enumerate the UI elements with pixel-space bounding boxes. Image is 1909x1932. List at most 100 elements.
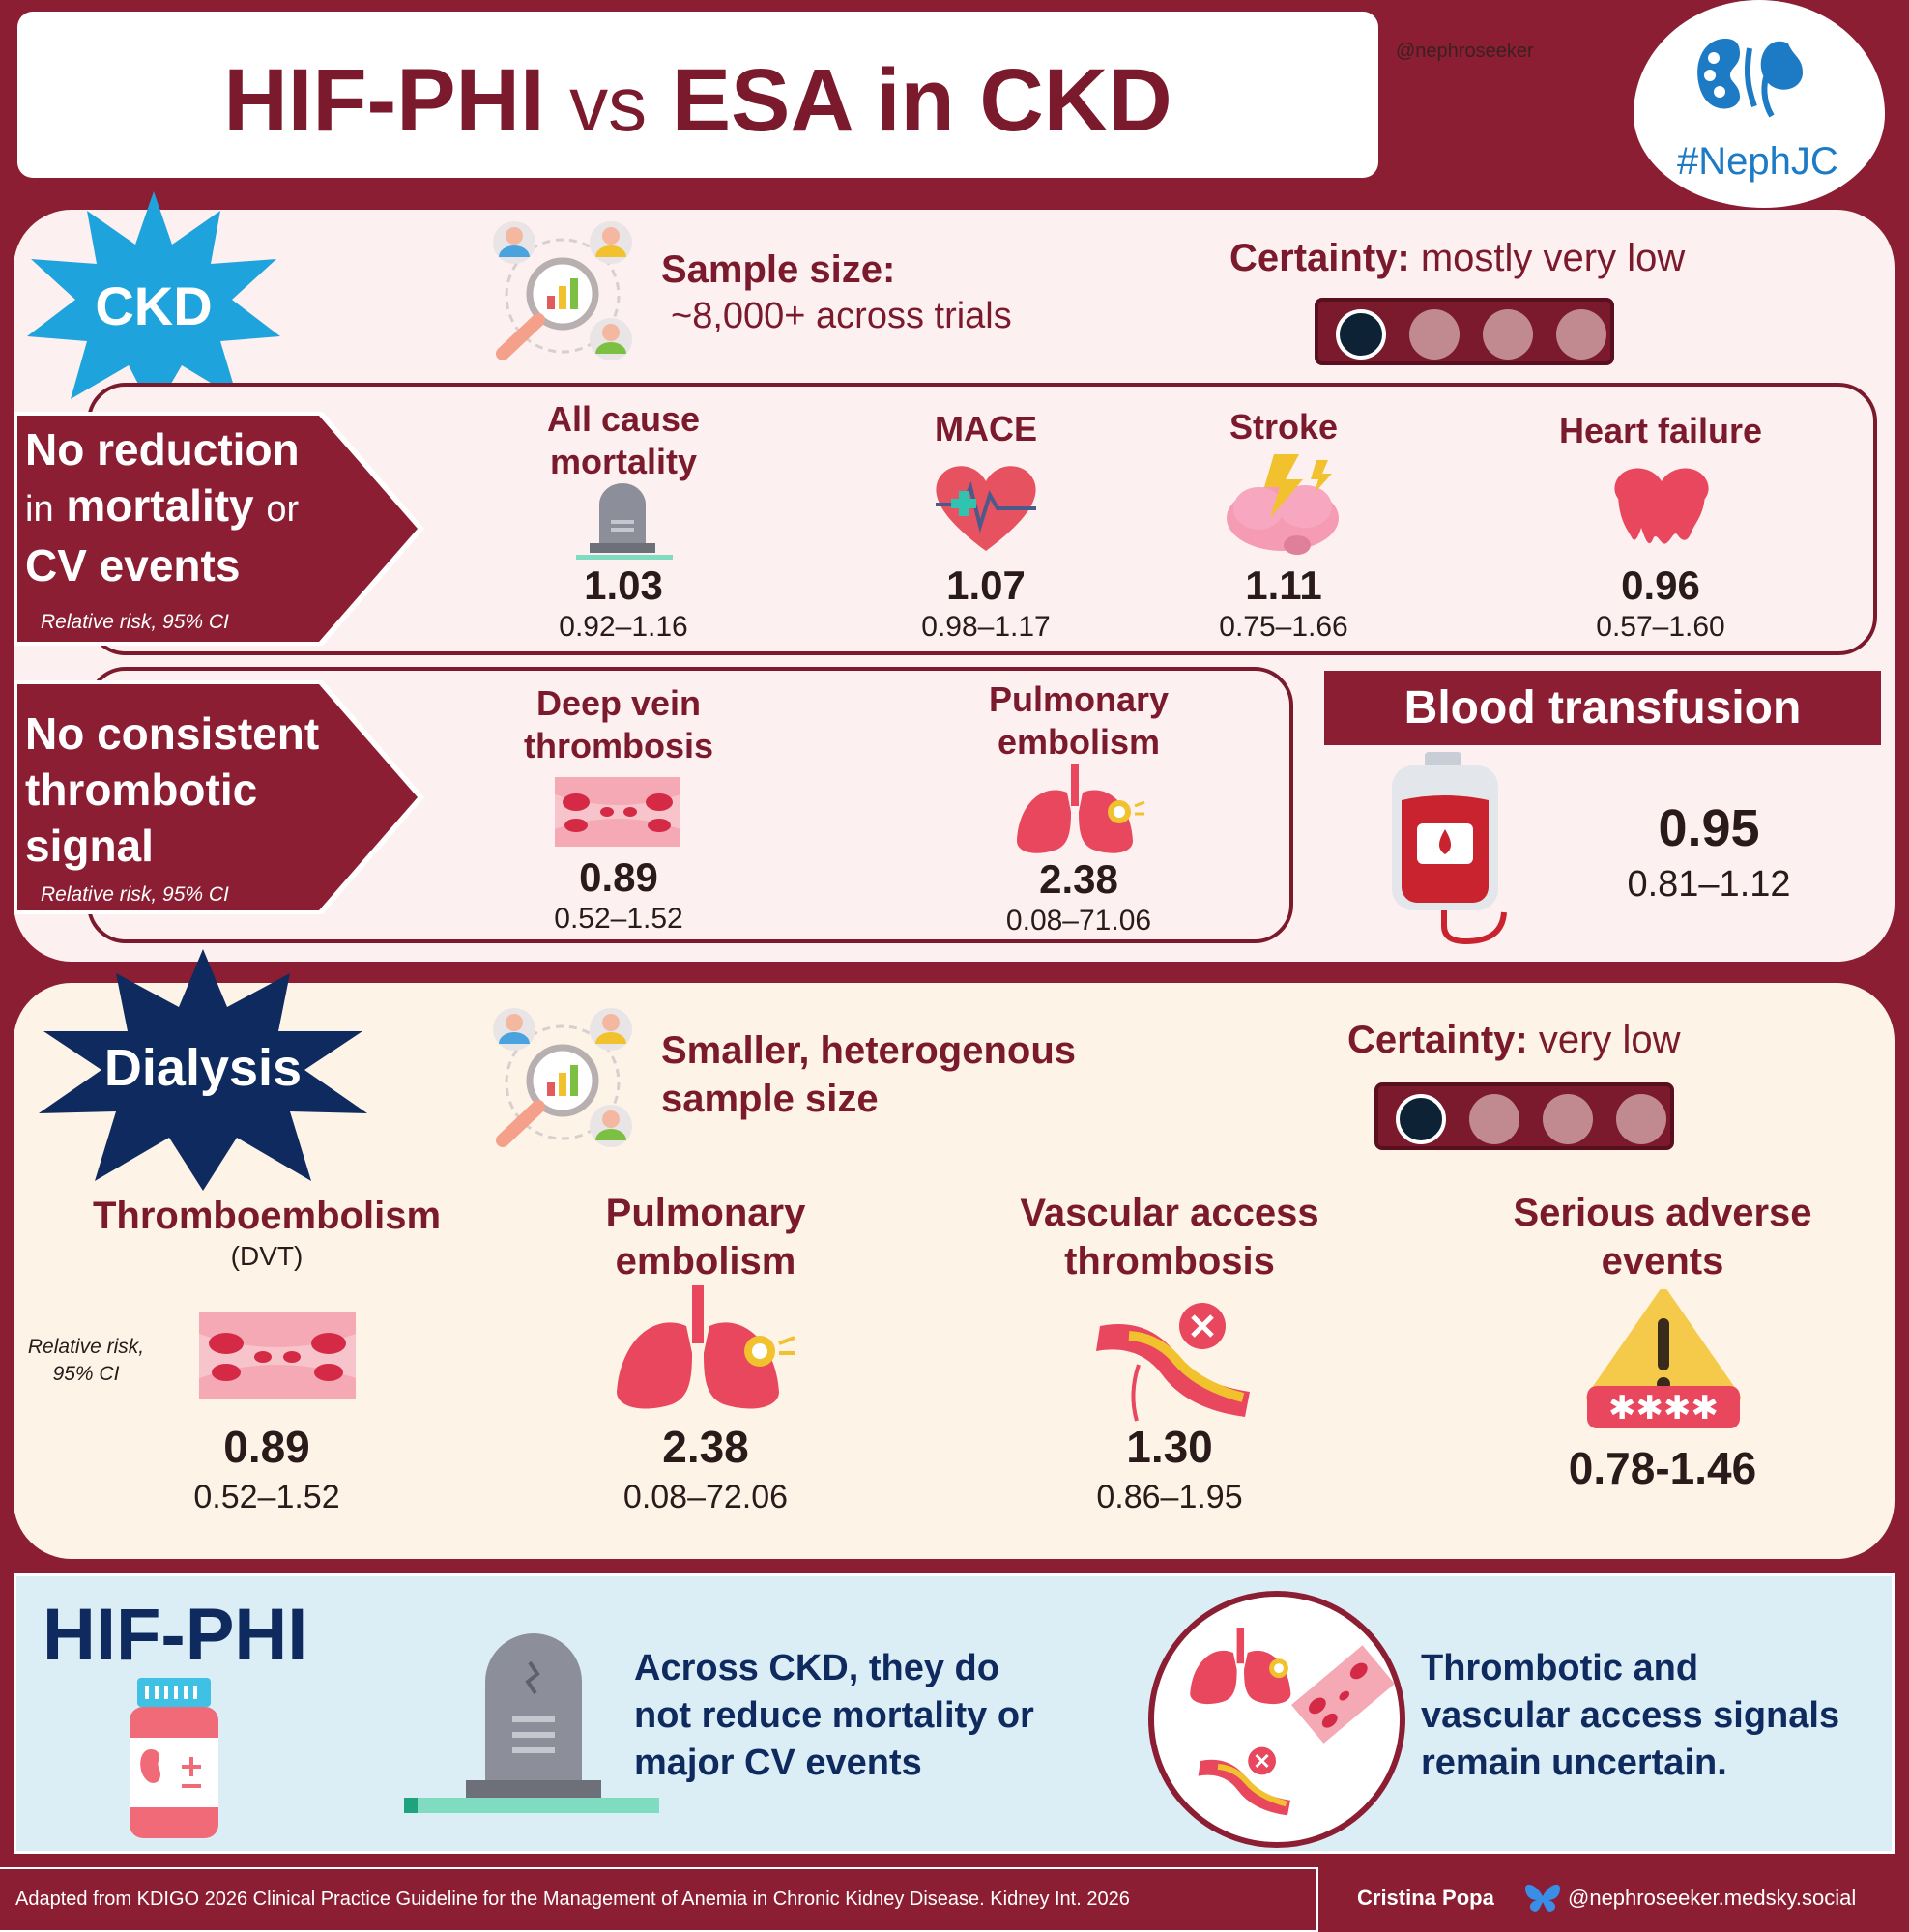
metric-dialysis-pe-title: Pulmonary embolism	[605, 1192, 806, 1283]
summary-text-mortality: Across CKD, they do not reduce mortality…	[634, 1645, 1034, 1787]
metric-all-cause-mortality-value: 1.03	[584, 562, 663, 608]
lungs-icon	[1017, 764, 1145, 853]
ckd-sample-label: Sample size:	[661, 248, 896, 291]
thrombotic-label-line3: signal	[25, 821, 154, 871]
metric-sae-title: Serious adverse events	[1513, 1192, 1812, 1283]
metric-stroke-value: 1.11	[1245, 562, 1322, 608]
vein-clot-icon	[199, 1312, 356, 1399]
logo-text: #NephJC	[1677, 140, 1838, 183]
metric-mace-title: MACE	[935, 409, 1037, 448]
dialysis-certainty-bar	[1374, 1082, 1674, 1150]
metric-sae-ci: 0.78-1.46	[1568, 1443, 1757, 1493]
dialysis-badge: Dialysis	[39, 949, 367, 1191]
metric-vascular-access-title: Vascular access thrombosis	[1020, 1192, 1319, 1283]
handle-top: @nephroseeker	[1396, 41, 1534, 62]
blocked-vessel-icon	[1096, 1303, 1250, 1422]
blood-transfusion-ci: 0.81–1.12	[1627, 864, 1791, 905]
vein-clot-icon	[555, 777, 680, 847]
metric-pe-title: Pulmonary embolism	[988, 679, 1170, 762]
research-people-icon	[493, 1008, 632, 1147]
thrombosis-circle-icon	[1148, 1591, 1405, 1848]
ckd-sample-value: ~8,000+ across trials	[671, 296, 1012, 336]
metric-stroke-ci: 0.75–1.66	[1219, 611, 1348, 643]
summary-title: HIF-PHI	[43, 1594, 308, 1676]
tombstone-icon	[404, 1633, 659, 1813]
ckd-certainty: Certainty: mostly very low	[1229, 237, 1685, 280]
thrombotic-arrow-label	[14, 680, 424, 914]
ckd-certainty-value: mostly very low	[1420, 237, 1686, 279]
footer-social: @nephroseeker.medsky.social	[1568, 1886, 1857, 1910]
metric-vascular-access-ci: 0.86–1.95	[1096, 1479, 1243, 1515]
metric-heart-failure-title: Heart failure	[1558, 411, 1763, 450]
metric-thromboembolism-ci: 0.52–1.52	[193, 1479, 340, 1515]
svg-text:✱✱✱✱: ✱✱✱✱	[1608, 1389, 1719, 1427]
dialysis-badge-label: Dialysis	[103, 1039, 303, 1097]
blood-bag-icon	[1392, 752, 1507, 945]
kidney-logo-icon	[1697, 39, 1803, 118]
lungs-icon	[617, 1285, 795, 1409]
title-part2: ESA in CKD	[671, 51, 1172, 150]
metric-mace-ci: 0.98–1.17	[921, 611, 1051, 643]
metric-dvt-ci: 0.52–1.52	[554, 903, 683, 935]
certainty-dot	[1336, 309, 1386, 360]
thrombotic-label-line1: No consistent	[25, 708, 320, 759]
bluesky-butterfly-icon	[1525, 1884, 1560, 1912]
cv-label-or: or	[266, 489, 300, 530]
ckd-badge: CKD	[27, 191, 280, 414]
thrombotic-label: No consistent thrombotic signal	[25, 706, 319, 874]
starburst-icon	[27, 191, 280, 414]
cv-label-in: in	[25, 489, 54, 530]
certainty-dot	[1616, 1094, 1666, 1144]
ckd-badge-label: CKD	[95, 275, 213, 336]
cv-label-mortality: mortality	[66, 480, 254, 531]
certainty-dot	[1543, 1094, 1593, 1144]
metric-heart-failure-ci: 0.57–1.60	[1596, 611, 1725, 643]
dialysis-sample-line2: sample size	[661, 1078, 879, 1120]
cv-arrow-label	[14, 412, 424, 646]
dialysis-sample-line1: Smaller, heterogenous	[661, 1029, 1077, 1072]
dialysis-certainty: Certainty: very low	[1347, 1019, 1681, 1062]
certainty-dot	[1469, 1094, 1519, 1144]
page-title: HIF-PHI vs ESA in CKD	[17, 50, 1378, 152]
metric-all-cause-mortality-title: All cause mortality	[546, 399, 701, 481]
melting-heart-icon	[1614, 468, 1709, 544]
brain-lightning-icon	[1227, 454, 1339, 555]
footer-reference: Adapted from KDIGO 2026 Clinical Practic…	[15, 1889, 1130, 1910]
thrombotic-rr-note: Relative risk, 95% CI	[41, 883, 229, 906]
dialysis-rr-note-line2: 95% CI	[52, 1363, 120, 1385]
footer-reference-box	[0, 1867, 1318, 1932]
summary-text1-line2: not reduce mortality or	[634, 1695, 1034, 1736]
tombstone-icon	[576, 483, 673, 560]
summary-text1-line3: major CV events	[634, 1743, 922, 1783]
dialysis-rr-note-line1: Relative risk,	[27, 1336, 145, 1358]
certainty-dot	[1556, 309, 1606, 360]
warning-icon: ✱✱✱✱	[1586, 1289, 1741, 1428]
dialysis-sample: Smaller, heterogenous sample size	[661, 1026, 1076, 1123]
footer-author: Cristina Popa	[1357, 1886, 1494, 1910]
dialysis-panel	[14, 983, 1895, 1559]
title-box: HIF-PHI vs ESA in CKD	[17, 12, 1378, 178]
metric-vascular-access-value: 1.30	[1126, 1422, 1213, 1472]
blood-transfusion-value: 0.95	[1658, 799, 1760, 857]
metric-thromboembolism-sub: (DVT)	[230, 1241, 304, 1271]
starburst-icon	[39, 949, 367, 1191]
ckd-certainty-label: Certainty:	[1229, 237, 1410, 279]
metric-dialysis-pe-value: 2.38	[662, 1422, 749, 1472]
dialysis-rr-note: Relative risk, 95% CI	[23, 1334, 149, 1388]
summary-text1-line1: Across CKD, they do	[634, 1648, 999, 1688]
metric-all-cause-mortality-ci: 0.92–1.16	[559, 611, 688, 643]
summary-text-thrombotic: Thrombotic and vascular access signals r…	[1421, 1645, 1839, 1787]
nephjc-logo	[1634, 0, 1885, 208]
dialysis-certainty-value: very low	[1538, 1019, 1681, 1061]
dialysis-certainty-label: Certainty:	[1347, 1019, 1528, 1061]
metric-thromboembolism-title: Thromboembolism	[92, 1195, 442, 1237]
medicine-bottle-icon	[130, 1678, 218, 1838]
research-people-icon	[493, 221, 632, 360]
summary-text2-line3: remain uncertain.	[1421, 1743, 1727, 1783]
heart-pulse-icon	[936, 466, 1036, 551]
metric-dvt-value: 0.89	[579, 854, 658, 900]
certainty-dot	[1409, 309, 1460, 360]
metric-pe-ci: 0.08–71.06	[1005, 905, 1152, 937]
summary-text2-line1: Thrombotic and	[1421, 1648, 1699, 1688]
metric-dvt-title: Deep vein thrombosis	[523, 683, 713, 765]
